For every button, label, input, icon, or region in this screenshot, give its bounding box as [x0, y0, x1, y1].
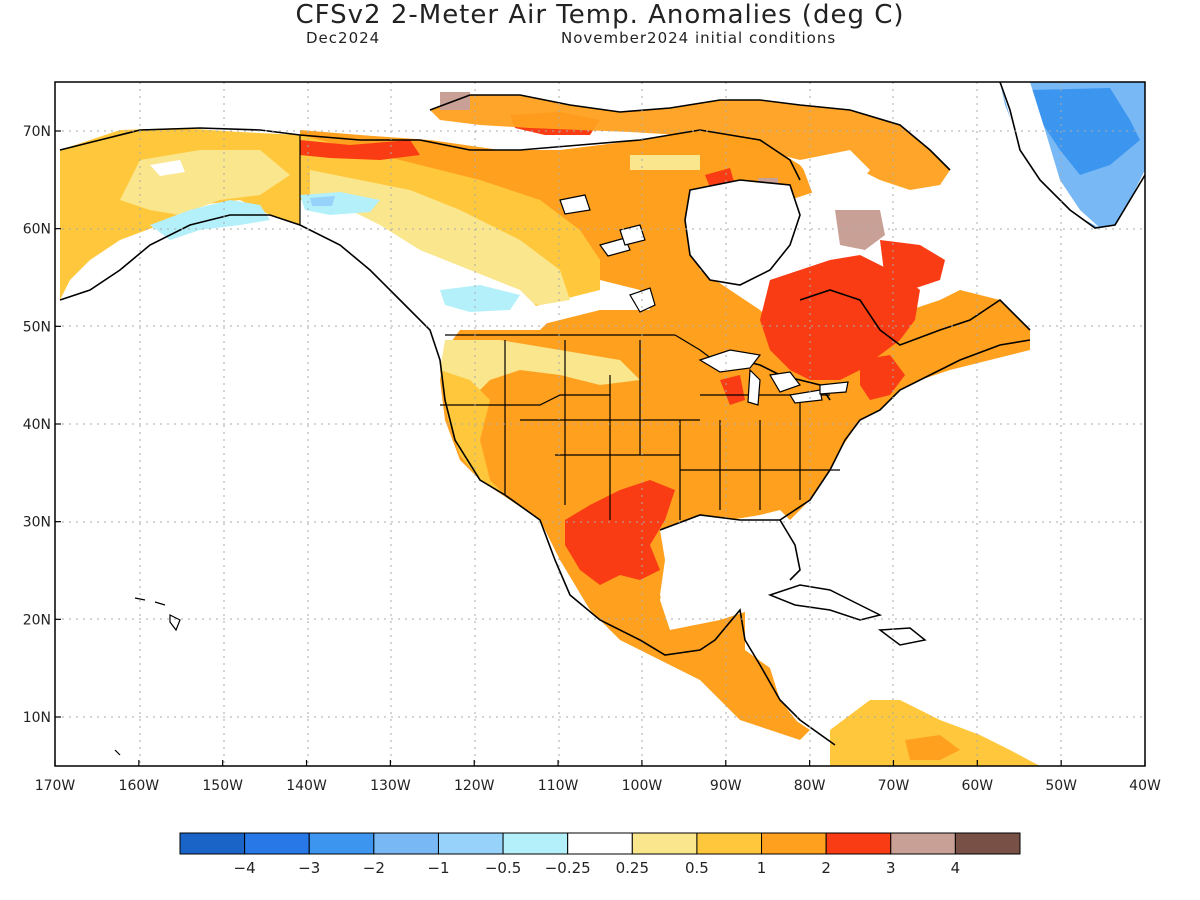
lon-label: 100W [622, 778, 663, 794]
gulf-of-mexico [660, 515, 795, 620]
lon-label: 70W [878, 778, 910, 794]
colorbar: −4 −3 −2 −1 −0.5 −0.25 0.25 0.5 1 2 3 4 [179, 832, 1021, 877]
lat-label: 50N [23, 319, 51, 335]
colorbar-label: 0.5 [685, 859, 709, 877]
colorbar-swatch [761, 832, 827, 855]
colorbar-swatch [825, 832, 892, 855]
hispaniola [877, 627, 927, 646]
colorbar-swatch [502, 832, 569, 855]
lat-label: 20N [23, 612, 51, 628]
continent-orange [300, 130, 1030, 740]
labrador-hot [880, 240, 945, 290]
colorbar-label: 2 [821, 859, 831, 877]
bc-cold [440, 285, 520, 312]
colorbar-label: −3 [298, 859, 320, 877]
colorbar-swatch [244, 832, 310, 855]
lon-label: 140W [286, 778, 327, 794]
colorbar-label: 1 [757, 859, 767, 877]
greenland-fringe [1000, 82, 1100, 228]
yukon-cold-core [310, 196, 335, 206]
lon-label: 40W [1129, 778, 1161, 794]
valid-month: Dec2024 [306, 29, 381, 47]
colorbar-label: −4 [234, 859, 256, 877]
lon-label: 110W [538, 778, 579, 794]
lon-label: 170W [35, 778, 76, 794]
colorbar-swatch [567, 832, 633, 855]
quebec-extreme [835, 210, 885, 250]
colorbar-swatch [179, 832, 246, 855]
colorbar-label: 4 [951, 859, 961, 877]
lat-label: 40N [23, 417, 51, 433]
longitude-axis: 170W 160W 150W 140W 130W 120W 110W 100W 90W 80W 70… [35, 760, 1161, 794]
colorbar-swatch [696, 832, 763, 855]
colorbar-swatch [631, 832, 698, 855]
arctic-islands [430, 95, 950, 190]
arctic-pale [630, 155, 700, 170]
central-america [700, 612, 800, 735]
colorbar-label: 3 [886, 859, 896, 877]
colorbar-label: −0.25 [545, 859, 591, 877]
lon-label: 50W [1045, 778, 1077, 794]
new-england-hot [860, 355, 905, 400]
map-content [55, 82, 1145, 766]
lat-label: 10N [23, 710, 51, 726]
ungava-water [800, 150, 870, 200]
great-lakes-hot [720, 375, 745, 405]
hawaii-islands [114, 597, 181, 756]
colorbar-swatch [437, 832, 504, 855]
lat-label: 70N [23, 124, 51, 140]
lat-label: 60N [23, 222, 51, 238]
lon-label: 120W [454, 778, 495, 794]
latitude-axis: 10N 20N 30N 40N 50N 60N 70N [23, 124, 61, 726]
lon-label: 60W [961, 778, 993, 794]
us-northwest-light [440, 340, 640, 420]
colorbar-swatch [373, 832, 439, 855]
colorbar-label: −0.5 [485, 859, 521, 877]
lakes [559, 194, 849, 406]
lon-label: 160W [119, 778, 160, 794]
lon-label: 130W [370, 778, 411, 794]
colorbar-swatch [308, 832, 375, 855]
lon-label: 150W [202, 778, 243, 794]
colorbar-label: 0.25 [616, 859, 649, 877]
initial-conditions: November2024 initial conditions [561, 29, 837, 47]
lon-label: 80W [794, 778, 826, 794]
venezuela-warm [905, 735, 960, 760]
colorbar-label: −1 [427, 859, 449, 877]
colorbar-swatch [890, 832, 956, 855]
hudson-bay [685, 180, 800, 285]
colorbar-label: −2 [363, 859, 385, 877]
lat-label: 30N [23, 515, 51, 531]
colorbar-swatch [954, 832, 1021, 855]
us-west-coast [440, 370, 505, 495]
political-borders [299, 135, 840, 520]
alaska-neutral [150, 160, 185, 176]
graticule [55, 82, 1145, 766]
map-title: CFSv2 2-Meter Air Temp. Anomalies (deg C… [295, 0, 905, 30]
lon-label: 90W [710, 778, 742, 794]
canada-east-hot [760, 255, 920, 380]
arctic-hot-west [300, 140, 420, 160]
texas-hot [565, 480, 675, 585]
